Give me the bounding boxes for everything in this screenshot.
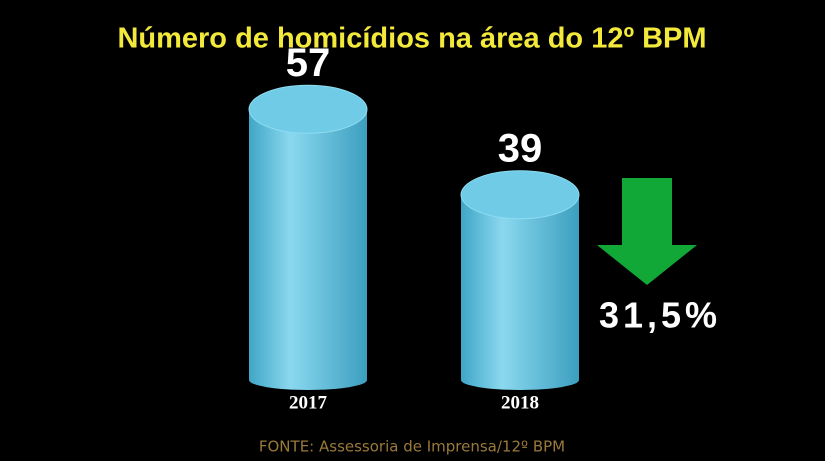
value-label: 39 [498,126,543,170]
x-tick-label: 2017 [289,392,328,413]
x-tick-label: 2018 [501,392,539,413]
cylinder-body [461,194,579,390]
chart-title: Número de homicídios na área do 12º BPM [117,23,706,55]
cylinder-top [460,170,580,220]
value-label: 57 [286,41,331,85]
down-arrow [597,178,697,285]
source-note: FONTE: Assessoria de Imprensa/12º BPM [259,438,565,456]
change-annotation: 31,5% [599,295,721,336]
cylinder-body [249,109,367,390]
cylinder-top [248,84,368,134]
